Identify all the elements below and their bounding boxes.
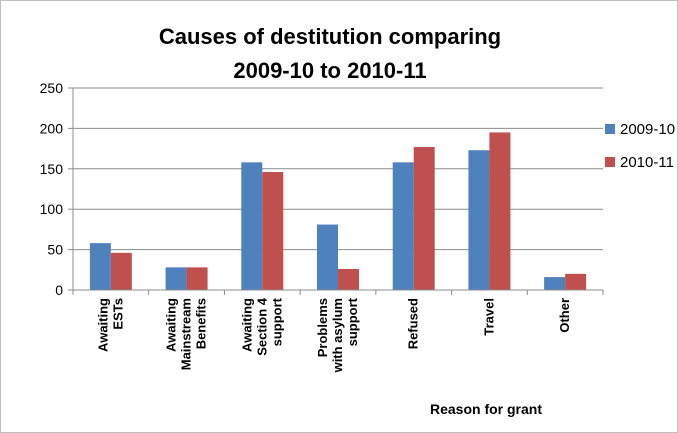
bar-2010-11	[262, 172, 284, 290]
bar-2010-11	[338, 268, 359, 290]
x-axis-category-labels: Awaiting ESTs Awaiting Mainstream Benefits Aw…	[95, 297, 572, 373]
x-category-label: Other	[557, 298, 572, 333]
bar-2009-10	[241, 162, 263, 290]
x-category-label: Awaiting	[164, 298, 179, 352]
x-category-label: Awaiting	[95, 298, 110, 352]
axes	[72, 88, 604, 295]
y-tick-label: 250	[40, 80, 64, 96]
legend: 2009-10 2010-11	[605, 121, 675, 171]
x-category-label: support	[269, 297, 284, 346]
x-category-label: Mainstream	[179, 298, 194, 370]
bar-2009-10	[544, 277, 566, 290]
chart-title: Causes of destitution comparing 2009-10 t…	[159, 24, 501, 83]
x-category-label: with asylum	[330, 298, 345, 373]
gridlines	[68, 87, 603, 291]
x-category-label: ESTs	[110, 298, 125, 330]
x-category-label: Section 4	[254, 297, 269, 356]
bar-2010-11	[565, 273, 587, 290]
bar-2010-11	[186, 267, 208, 290]
bar-2009-10	[89, 243, 111, 290]
y-tick-label: 100	[40, 201, 64, 217]
y-tick-label: 200	[40, 120, 64, 136]
bar-2010-11	[110, 252, 132, 290]
x-category-label: Refused	[406, 298, 421, 349]
bar-2009-10	[468, 150, 490, 290]
y-tick-label: 0	[55, 282, 63, 298]
chart-title-line: 2009-10 to 2010-11	[233, 58, 426, 83]
x-category-label: Benefits	[194, 298, 209, 349]
bar-2009-10	[165, 267, 187, 290]
bar-2010-11	[413, 146, 435, 290]
y-tick-label: 50	[47, 242, 63, 258]
bar-2010-11	[489, 132, 511, 290]
x-category-label: Problems	[315, 298, 330, 357]
bar-2009-10	[392, 162, 414, 290]
bars	[89, 132, 587, 290]
bar-2009-10	[317, 224, 338, 290]
y-axis-tick-labels: 0 50 100 150 200 250	[40, 80, 64, 298]
x-category-label: Travel	[481, 298, 496, 336]
chart-title-line: Causes of destitution comparing	[159, 24, 501, 49]
legend-label: 2009-10	[620, 121, 675, 138]
x-category-label: Awaiting	[239, 298, 254, 352]
x-axis-title: Reason for grant	[430, 401, 542, 417]
legend-label: 2010-11	[620, 154, 674, 171]
y-tick-label: 150	[40, 161, 64, 177]
legend-swatch	[605, 157, 615, 167]
legend-swatch	[605, 124, 615, 134]
x-category-label: support	[345, 297, 360, 346]
